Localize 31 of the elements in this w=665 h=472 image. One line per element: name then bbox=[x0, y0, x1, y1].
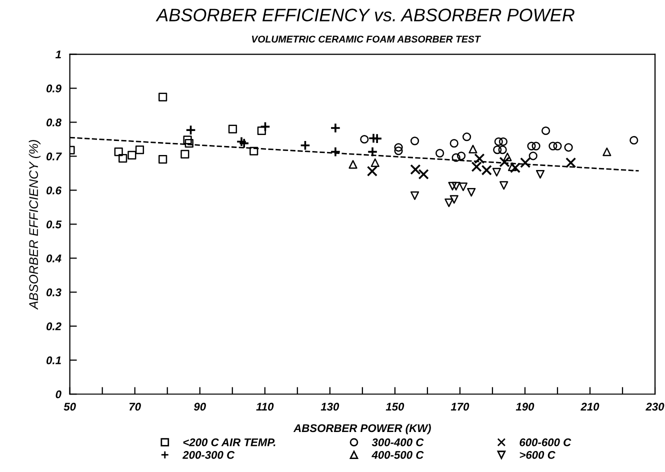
legend-label: >600 C bbox=[520, 450, 556, 459]
y-tick-label: 0.3 bbox=[46, 288, 62, 296]
legend-label: 200-300 C bbox=[182, 450, 235, 459]
x-tick-label: 110 bbox=[256, 402, 274, 411]
y-tick-label: 1 bbox=[55, 50, 61, 58]
x-tick-label: 50 bbox=[64, 402, 76, 411]
legend-label: 400-500 C bbox=[372, 450, 424, 459]
x-tick-label: 230 bbox=[646, 402, 664, 411]
x-tick-label: 170 bbox=[450, 402, 470, 411]
x-tick-label: 130 bbox=[320, 402, 340, 411]
y-axis-title: ABSORBER EFFICIENCY (%) bbox=[28, 140, 40, 310]
legend-label: <200 C AIR TEMP. bbox=[183, 438, 276, 446]
y-tick-label: 0.7 bbox=[46, 152, 62, 160]
y-tick-label: 0 bbox=[56, 390, 62, 398]
x-tick-label: 70 bbox=[129, 402, 141, 411]
x-tick-label: 190 bbox=[516, 402, 534, 411]
legend-label: 600-600 C bbox=[520, 438, 572, 446]
y-tick-label: 0.1 bbox=[46, 356, 61, 364]
y-tick-label: 0.8 bbox=[46, 118, 62, 126]
x-tick-label: 90 bbox=[194, 402, 206, 411]
chart-title: ABSORBER EFFICIENCY vs. ABSORBER POWER bbox=[156, 8, 574, 22]
y-tick-label: 0.5 bbox=[46, 220, 62, 228]
legend-label: 300-400 C bbox=[372, 438, 424, 446]
chart-subtitle: VOLUMETRIC CERAMIC FOAM ABSORBER TEST bbox=[252, 36, 482, 43]
x-tick-label: 210 bbox=[580, 402, 600, 411]
x-tick-label: 150 bbox=[386, 402, 404, 411]
y-tick-label: 0.4 bbox=[46, 254, 62, 262]
y-tick-label: 0.2 bbox=[46, 322, 62, 330]
x-axis-title: ABSORBER POWER (KW) bbox=[293, 424, 431, 434]
y-tick-label: 0.9 bbox=[46, 84, 62, 92]
y-tick-label: 0.6 bbox=[46, 186, 62, 194]
